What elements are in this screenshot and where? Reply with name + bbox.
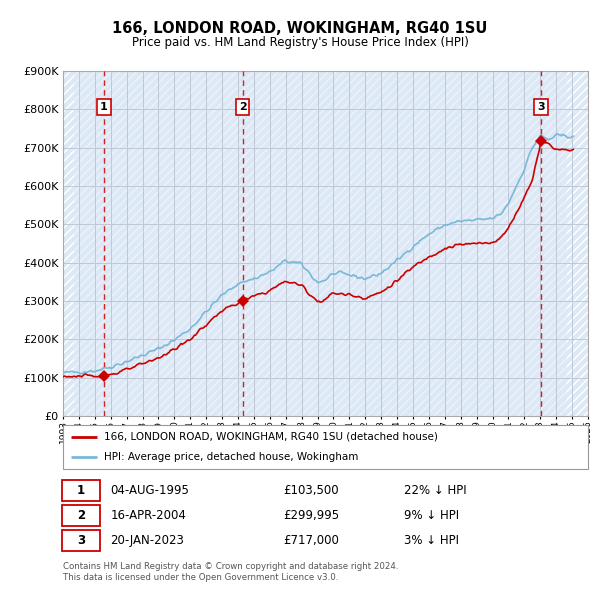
Text: £103,500: £103,500 (284, 484, 339, 497)
FancyBboxPatch shape (62, 480, 100, 501)
Text: Contains HM Land Registry data © Crown copyright and database right 2024.
This d: Contains HM Land Registry data © Crown c… (63, 562, 398, 582)
Text: Price paid vs. HM Land Registry's House Price Index (HPI): Price paid vs. HM Land Registry's House … (131, 36, 469, 49)
Text: 20-JAN-2023: 20-JAN-2023 (110, 535, 184, 548)
Text: 1: 1 (100, 102, 108, 112)
Text: 3: 3 (537, 102, 545, 112)
FancyBboxPatch shape (62, 530, 100, 551)
Text: 166, LONDON ROAD, WOKINGHAM, RG40 1SU: 166, LONDON ROAD, WOKINGHAM, RG40 1SU (112, 21, 488, 36)
Text: HPI: Average price, detached house, Wokingham: HPI: Average price, detached house, Woki… (104, 452, 358, 462)
Text: 04-AUG-1995: 04-AUG-1995 (110, 484, 189, 497)
Text: 2: 2 (239, 102, 247, 112)
Text: 3% ↓ HPI: 3% ↓ HPI (404, 535, 459, 548)
Text: £717,000: £717,000 (284, 535, 340, 548)
Text: 166, LONDON ROAD, WOKINGHAM, RG40 1SU (detached house): 166, LONDON ROAD, WOKINGHAM, RG40 1SU (d… (104, 432, 438, 442)
Text: £299,995: £299,995 (284, 509, 340, 522)
Text: 16-APR-2004: 16-APR-2004 (110, 509, 186, 522)
Text: 1: 1 (77, 484, 85, 497)
FancyBboxPatch shape (62, 506, 100, 526)
Text: 9% ↓ HPI: 9% ↓ HPI (404, 509, 460, 522)
Text: 3: 3 (77, 535, 85, 548)
Text: 2: 2 (77, 509, 85, 522)
Text: 22% ↓ HPI: 22% ↓ HPI (404, 484, 467, 497)
